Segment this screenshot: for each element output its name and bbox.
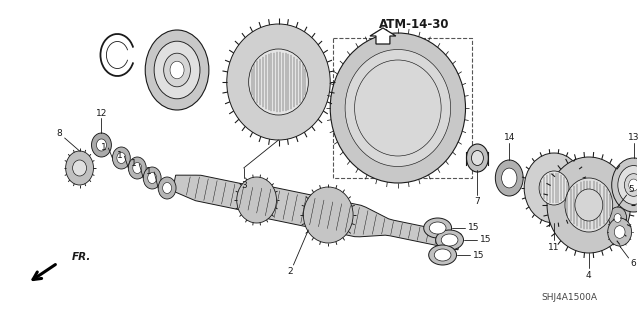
Ellipse shape	[355, 60, 441, 156]
Ellipse shape	[609, 207, 627, 229]
Ellipse shape	[158, 177, 176, 199]
Text: SHJ4A1500A: SHJ4A1500A	[541, 293, 597, 302]
Text: 2: 2	[287, 268, 293, 277]
Text: 11: 11	[548, 242, 560, 251]
Ellipse shape	[628, 179, 639, 191]
Text: 13: 13	[628, 132, 639, 142]
Ellipse shape	[441, 234, 458, 246]
Ellipse shape	[330, 33, 465, 183]
Text: 1: 1	[131, 160, 137, 168]
Ellipse shape	[379, 87, 417, 129]
Ellipse shape	[92, 133, 111, 157]
Ellipse shape	[467, 144, 488, 172]
Ellipse shape	[164, 53, 191, 87]
Ellipse shape	[575, 189, 603, 221]
Ellipse shape	[249, 49, 308, 115]
Ellipse shape	[227, 24, 330, 140]
Ellipse shape	[128, 157, 146, 179]
Text: 8: 8	[57, 129, 63, 137]
Ellipse shape	[429, 245, 456, 265]
Ellipse shape	[143, 167, 161, 189]
Text: 12: 12	[96, 108, 107, 117]
Ellipse shape	[614, 226, 625, 238]
Ellipse shape	[117, 152, 126, 164]
Text: 5: 5	[628, 186, 634, 195]
Text: 3: 3	[241, 181, 246, 189]
Text: 15: 15	[479, 235, 491, 244]
Text: 1: 1	[147, 167, 152, 176]
Ellipse shape	[154, 41, 200, 99]
Ellipse shape	[113, 147, 131, 169]
Ellipse shape	[145, 30, 209, 110]
Ellipse shape	[303, 187, 353, 243]
Ellipse shape	[66, 151, 93, 185]
Ellipse shape	[424, 218, 452, 238]
Ellipse shape	[495, 160, 523, 196]
Ellipse shape	[547, 157, 630, 253]
Ellipse shape	[608, 218, 632, 246]
Ellipse shape	[364, 70, 431, 145]
Ellipse shape	[618, 166, 640, 204]
Ellipse shape	[372, 79, 424, 137]
Text: 4: 4	[586, 271, 591, 279]
Ellipse shape	[524, 153, 584, 223]
Ellipse shape	[614, 214, 621, 222]
Ellipse shape	[72, 160, 86, 176]
Ellipse shape	[502, 168, 517, 188]
Text: 15: 15	[468, 224, 479, 233]
Ellipse shape	[163, 182, 172, 194]
Text: 1: 1	[116, 152, 122, 160]
Text: ATM-14-30: ATM-14-30	[378, 18, 449, 31]
Bar	[333, 38, 472, 178]
Ellipse shape	[170, 61, 184, 79]
Text: 7: 7	[474, 197, 480, 206]
Ellipse shape	[436, 230, 463, 250]
Text: 1: 1	[100, 144, 106, 152]
Text: 14: 14	[504, 132, 515, 142]
Ellipse shape	[435, 249, 451, 261]
Ellipse shape	[385, 93, 412, 123]
Ellipse shape	[612, 158, 640, 212]
Text: FR.: FR.	[72, 252, 91, 262]
Ellipse shape	[472, 151, 483, 166]
Ellipse shape	[565, 178, 612, 232]
Ellipse shape	[429, 222, 446, 234]
Ellipse shape	[132, 162, 141, 174]
Ellipse shape	[345, 49, 451, 167]
Ellipse shape	[539, 171, 569, 205]
Ellipse shape	[97, 139, 106, 151]
Ellipse shape	[237, 177, 276, 223]
Text: 6: 6	[630, 258, 636, 268]
Ellipse shape	[148, 173, 157, 183]
Polygon shape	[370, 28, 396, 44]
Polygon shape	[172, 175, 461, 250]
Ellipse shape	[625, 174, 640, 196]
Text: 15: 15	[473, 250, 484, 259]
